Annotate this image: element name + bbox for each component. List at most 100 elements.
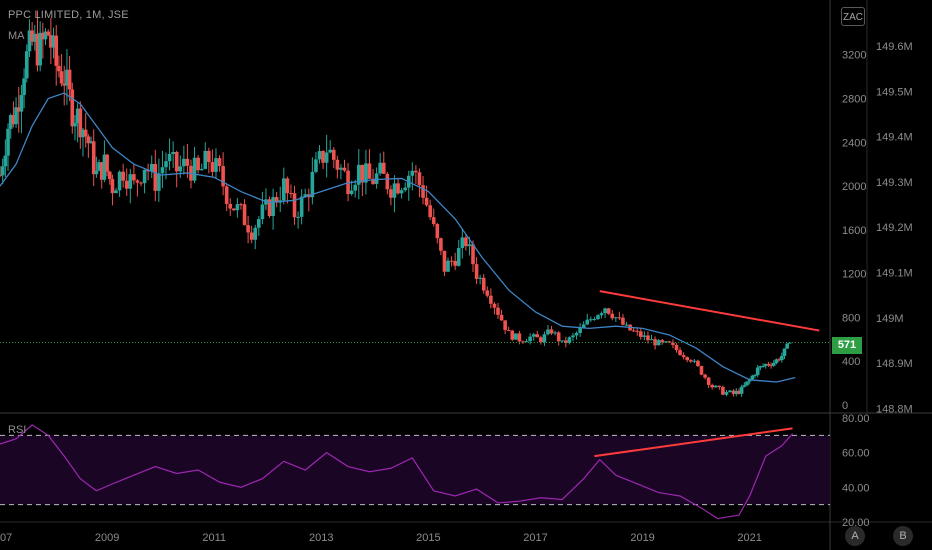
candle-down bbox=[710, 384, 714, 388]
time-tick-label: 2015 bbox=[416, 532, 440, 544]
candle-down bbox=[549, 329, 554, 334]
b-button[interactable]: B bbox=[893, 526, 913, 546]
candle-down bbox=[474, 264, 479, 279]
candle-down bbox=[91, 141, 96, 175]
auto-scale-button[interactable]: A bbox=[845, 526, 865, 546]
candle-up bbox=[303, 194, 308, 197]
candle-up bbox=[478, 277, 482, 279]
candle-down bbox=[510, 330, 515, 340]
candle-down bbox=[83, 129, 88, 137]
candle-down bbox=[196, 157, 200, 171]
candle-down bbox=[721, 386, 725, 395]
candle-down bbox=[506, 330, 511, 332]
candle-down bbox=[521, 341, 525, 343]
candle-up bbox=[624, 324, 629, 326]
candle-up bbox=[592, 319, 597, 321]
candle-down bbox=[135, 180, 140, 183]
candle-down bbox=[371, 178, 375, 184]
candle-down bbox=[185, 158, 190, 166]
candle-up bbox=[89, 141, 93, 144]
candle-up bbox=[745, 381, 749, 386]
candle-up bbox=[160, 167, 165, 174]
candle-down bbox=[421, 185, 425, 198]
candle-up bbox=[596, 315, 600, 320]
currency-button[interactable]: ZAC bbox=[841, 7, 865, 26]
candle-down bbox=[381, 162, 386, 174]
candle-up bbox=[97, 162, 101, 171]
candle-up bbox=[364, 163, 368, 183]
candle-up bbox=[663, 341, 668, 343]
candle-up bbox=[75, 108, 80, 124]
candle-down bbox=[696, 360, 700, 367]
candle-down bbox=[86, 136, 91, 144]
candle-down bbox=[556, 332, 561, 342]
candle-down bbox=[706, 377, 711, 385]
candle-up bbox=[713, 385, 718, 388]
candle-down bbox=[417, 172, 422, 186]
candle-up bbox=[599, 313, 604, 316]
candle-up bbox=[780, 355, 784, 361]
candle-down bbox=[678, 350, 682, 356]
candle-up bbox=[514, 333, 518, 340]
candle-up bbox=[43, 31, 48, 40]
moving-average-line bbox=[0, 92, 796, 383]
candle-up bbox=[542, 334, 547, 343]
candle-down bbox=[517, 333, 522, 342]
candle-down bbox=[777, 359, 781, 361]
candle-up bbox=[528, 336, 532, 342]
candle-up bbox=[728, 390, 732, 393]
price-tick-label: 0 bbox=[842, 400, 848, 412]
candle-down bbox=[274, 197, 279, 203]
candle-down bbox=[242, 204, 247, 226]
candle-up bbox=[353, 184, 358, 191]
candle-down bbox=[110, 179, 115, 194]
candle-up bbox=[642, 335, 647, 337]
candle-up bbox=[374, 173, 379, 184]
candle-down bbox=[539, 337, 543, 343]
candle-down bbox=[385, 173, 390, 190]
candle-up bbox=[178, 166, 183, 172]
candle-down bbox=[246, 225, 250, 233]
candle-up bbox=[257, 219, 261, 228]
candle-up bbox=[785, 343, 789, 349]
candle-up bbox=[310, 171, 315, 198]
volume-tick-label: 149.1M bbox=[876, 268, 913, 280]
candle-up bbox=[603, 308, 607, 314]
candle-up bbox=[6, 128, 10, 156]
candle-down bbox=[289, 193, 293, 195]
candle-down bbox=[439, 238, 443, 251]
candle-up bbox=[324, 152, 329, 163]
candle-down bbox=[105, 154, 109, 172]
candle-down bbox=[30, 30, 34, 42]
candle-down bbox=[57, 65, 61, 72]
candle-up bbox=[585, 319, 590, 325]
candle-down bbox=[503, 320, 507, 331]
candle-up bbox=[724, 392, 729, 395]
candle-down bbox=[59, 71, 64, 84]
candle-up bbox=[14, 107, 18, 125]
ma-indicator-label[interactable]: MA bbox=[8, 30, 25, 42]
candle-down bbox=[489, 295, 493, 304]
candle-up bbox=[199, 168, 204, 171]
candle-down bbox=[610, 313, 615, 319]
candle-down bbox=[731, 390, 736, 394]
candle-down bbox=[153, 163, 158, 191]
candle-up bbox=[27, 30, 32, 52]
time-tick-label: 2009 bbox=[95, 532, 119, 544]
candle-up bbox=[253, 227, 258, 240]
candle-down bbox=[717, 385, 722, 387]
volume-tick-label: 148.8M bbox=[876, 403, 913, 415]
candle-down bbox=[485, 290, 490, 296]
candle-down bbox=[671, 342, 675, 345]
candle-up bbox=[392, 183, 397, 198]
candle-up bbox=[328, 149, 333, 153]
candle-up bbox=[157, 173, 161, 191]
candle-up bbox=[771, 362, 776, 366]
candle-up bbox=[114, 190, 118, 194]
candle-up bbox=[758, 366, 763, 368]
rsi-indicator-label[interactable]: RSI bbox=[8, 424, 27, 436]
price-tick-label: 800 bbox=[842, 312, 860, 324]
price-trendline bbox=[599, 290, 820, 332]
candle-down bbox=[442, 250, 447, 272]
